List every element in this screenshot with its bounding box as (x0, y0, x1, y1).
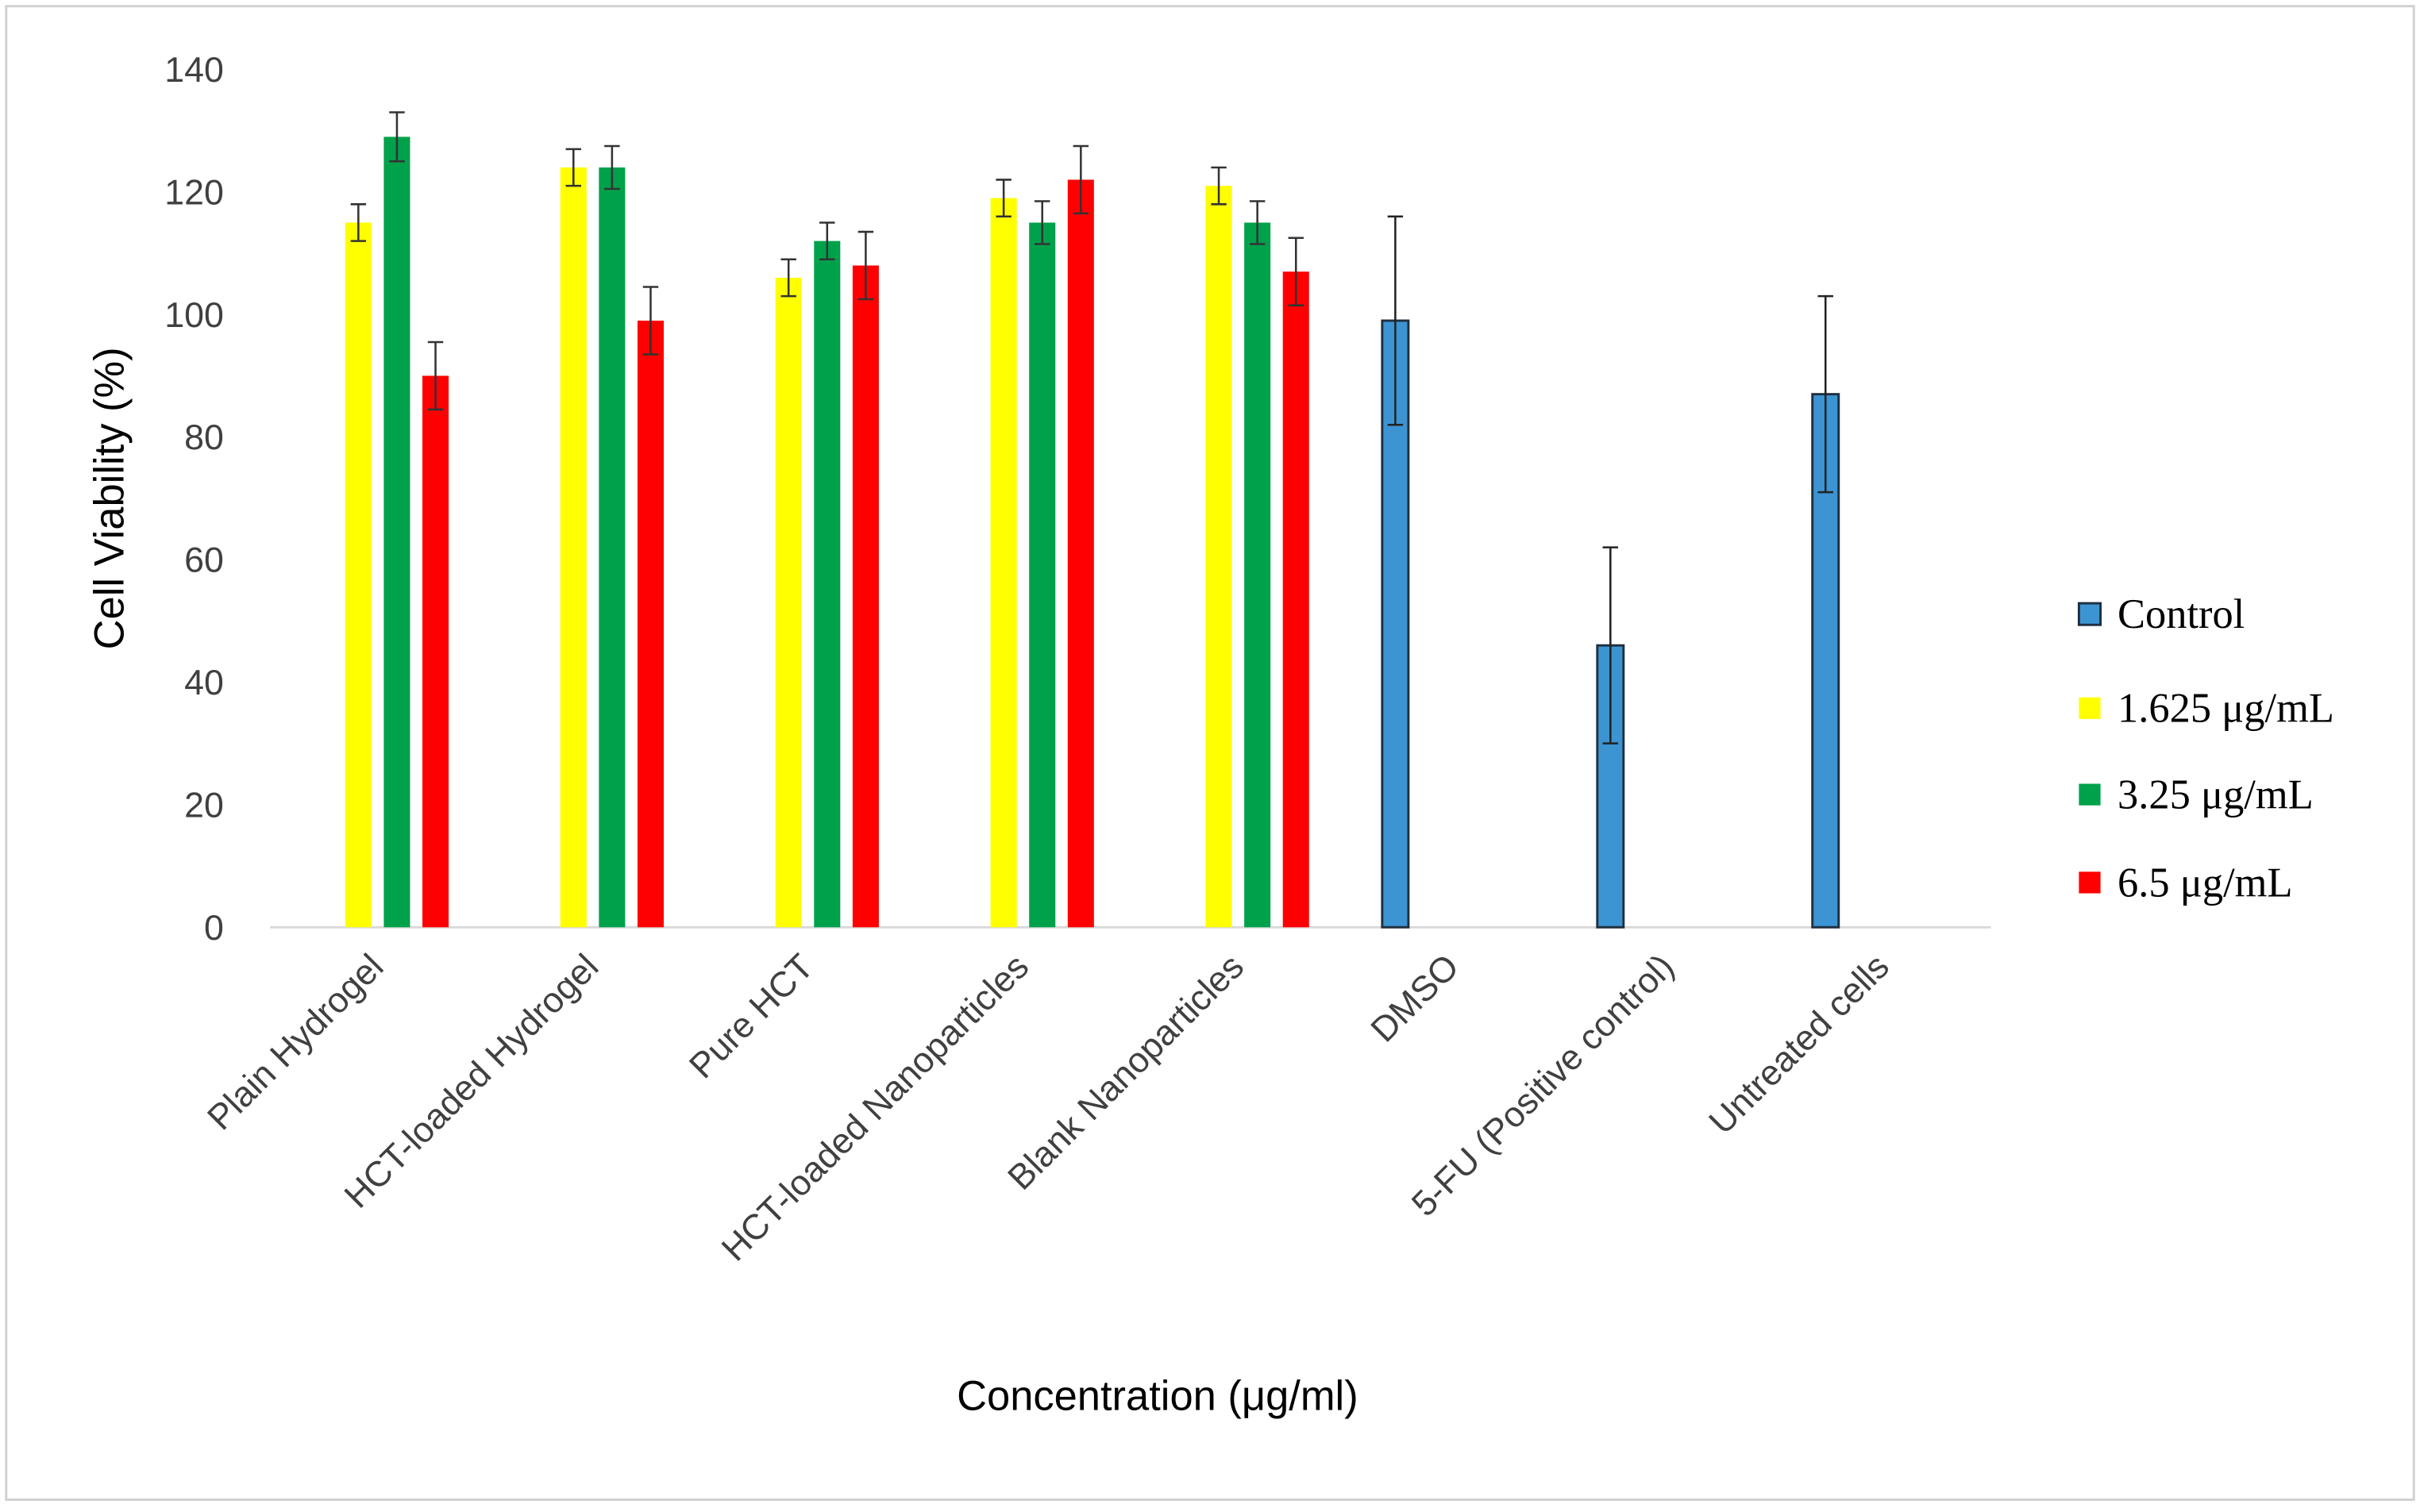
error-bar (819, 221, 835, 261)
error-bar (1249, 200, 1266, 245)
legend-label: Control (2118, 591, 2245, 637)
error-bar (1073, 144, 1089, 215)
bar (1067, 179, 1094, 928)
error-bar (604, 144, 620, 190)
error-bar (350, 203, 367, 242)
y-tick-label: 80 (184, 418, 224, 457)
legend-label: 1.625 μg/mL (2118, 686, 2334, 732)
bar (1282, 271, 1309, 928)
bar (637, 320, 664, 928)
error-bar (780, 258, 796, 298)
error-bar (427, 340, 444, 411)
legend-marker (2079, 697, 2101, 719)
y-axis-title: Cell Viability (%) (87, 347, 133, 649)
y-tick-label: 140 (164, 51, 224, 90)
y-tick-label: 60 (184, 541, 224, 580)
error-bar (642, 286, 659, 356)
bar (775, 277, 802, 928)
y-tick-label: 20 (184, 786, 224, 825)
error-bar (1817, 294, 1833, 494)
bar (345, 222, 372, 928)
bar (422, 375, 449, 928)
bar (1205, 186, 1232, 928)
error-bar (389, 111, 405, 163)
y-tick-label: 0 (204, 909, 224, 948)
x-axis-title: Concentration (μg/ml) (957, 1373, 1358, 1420)
error-bar (1211, 166, 1227, 206)
bar (1029, 222, 1056, 928)
legend-label: 3.25 μg/mL (2118, 772, 2314, 818)
bar (383, 137, 410, 928)
error-bar (1602, 546, 1619, 744)
bar (1244, 222, 1271, 928)
bar (560, 167, 587, 928)
bar (814, 240, 841, 928)
error-bar (1288, 237, 1304, 306)
bar (599, 167, 626, 928)
legend-marker (2077, 602, 2102, 626)
error-bar (1387, 215, 1404, 426)
error-bar (996, 179, 1012, 218)
bar (990, 198, 1017, 928)
legend-label: 6.5 μg/mL (2118, 860, 2293, 906)
legend-marker (2079, 871, 2101, 894)
legend-marker (2079, 783, 2101, 806)
error-bar (1035, 200, 1050, 245)
y-tick-label: 100 (164, 296, 224, 335)
y-tick-label: 120 (164, 173, 224, 212)
error-bar (857, 230, 874, 301)
bar (852, 265, 879, 928)
y-tick-label: 40 (184, 664, 224, 702)
error-bar (565, 148, 581, 187)
